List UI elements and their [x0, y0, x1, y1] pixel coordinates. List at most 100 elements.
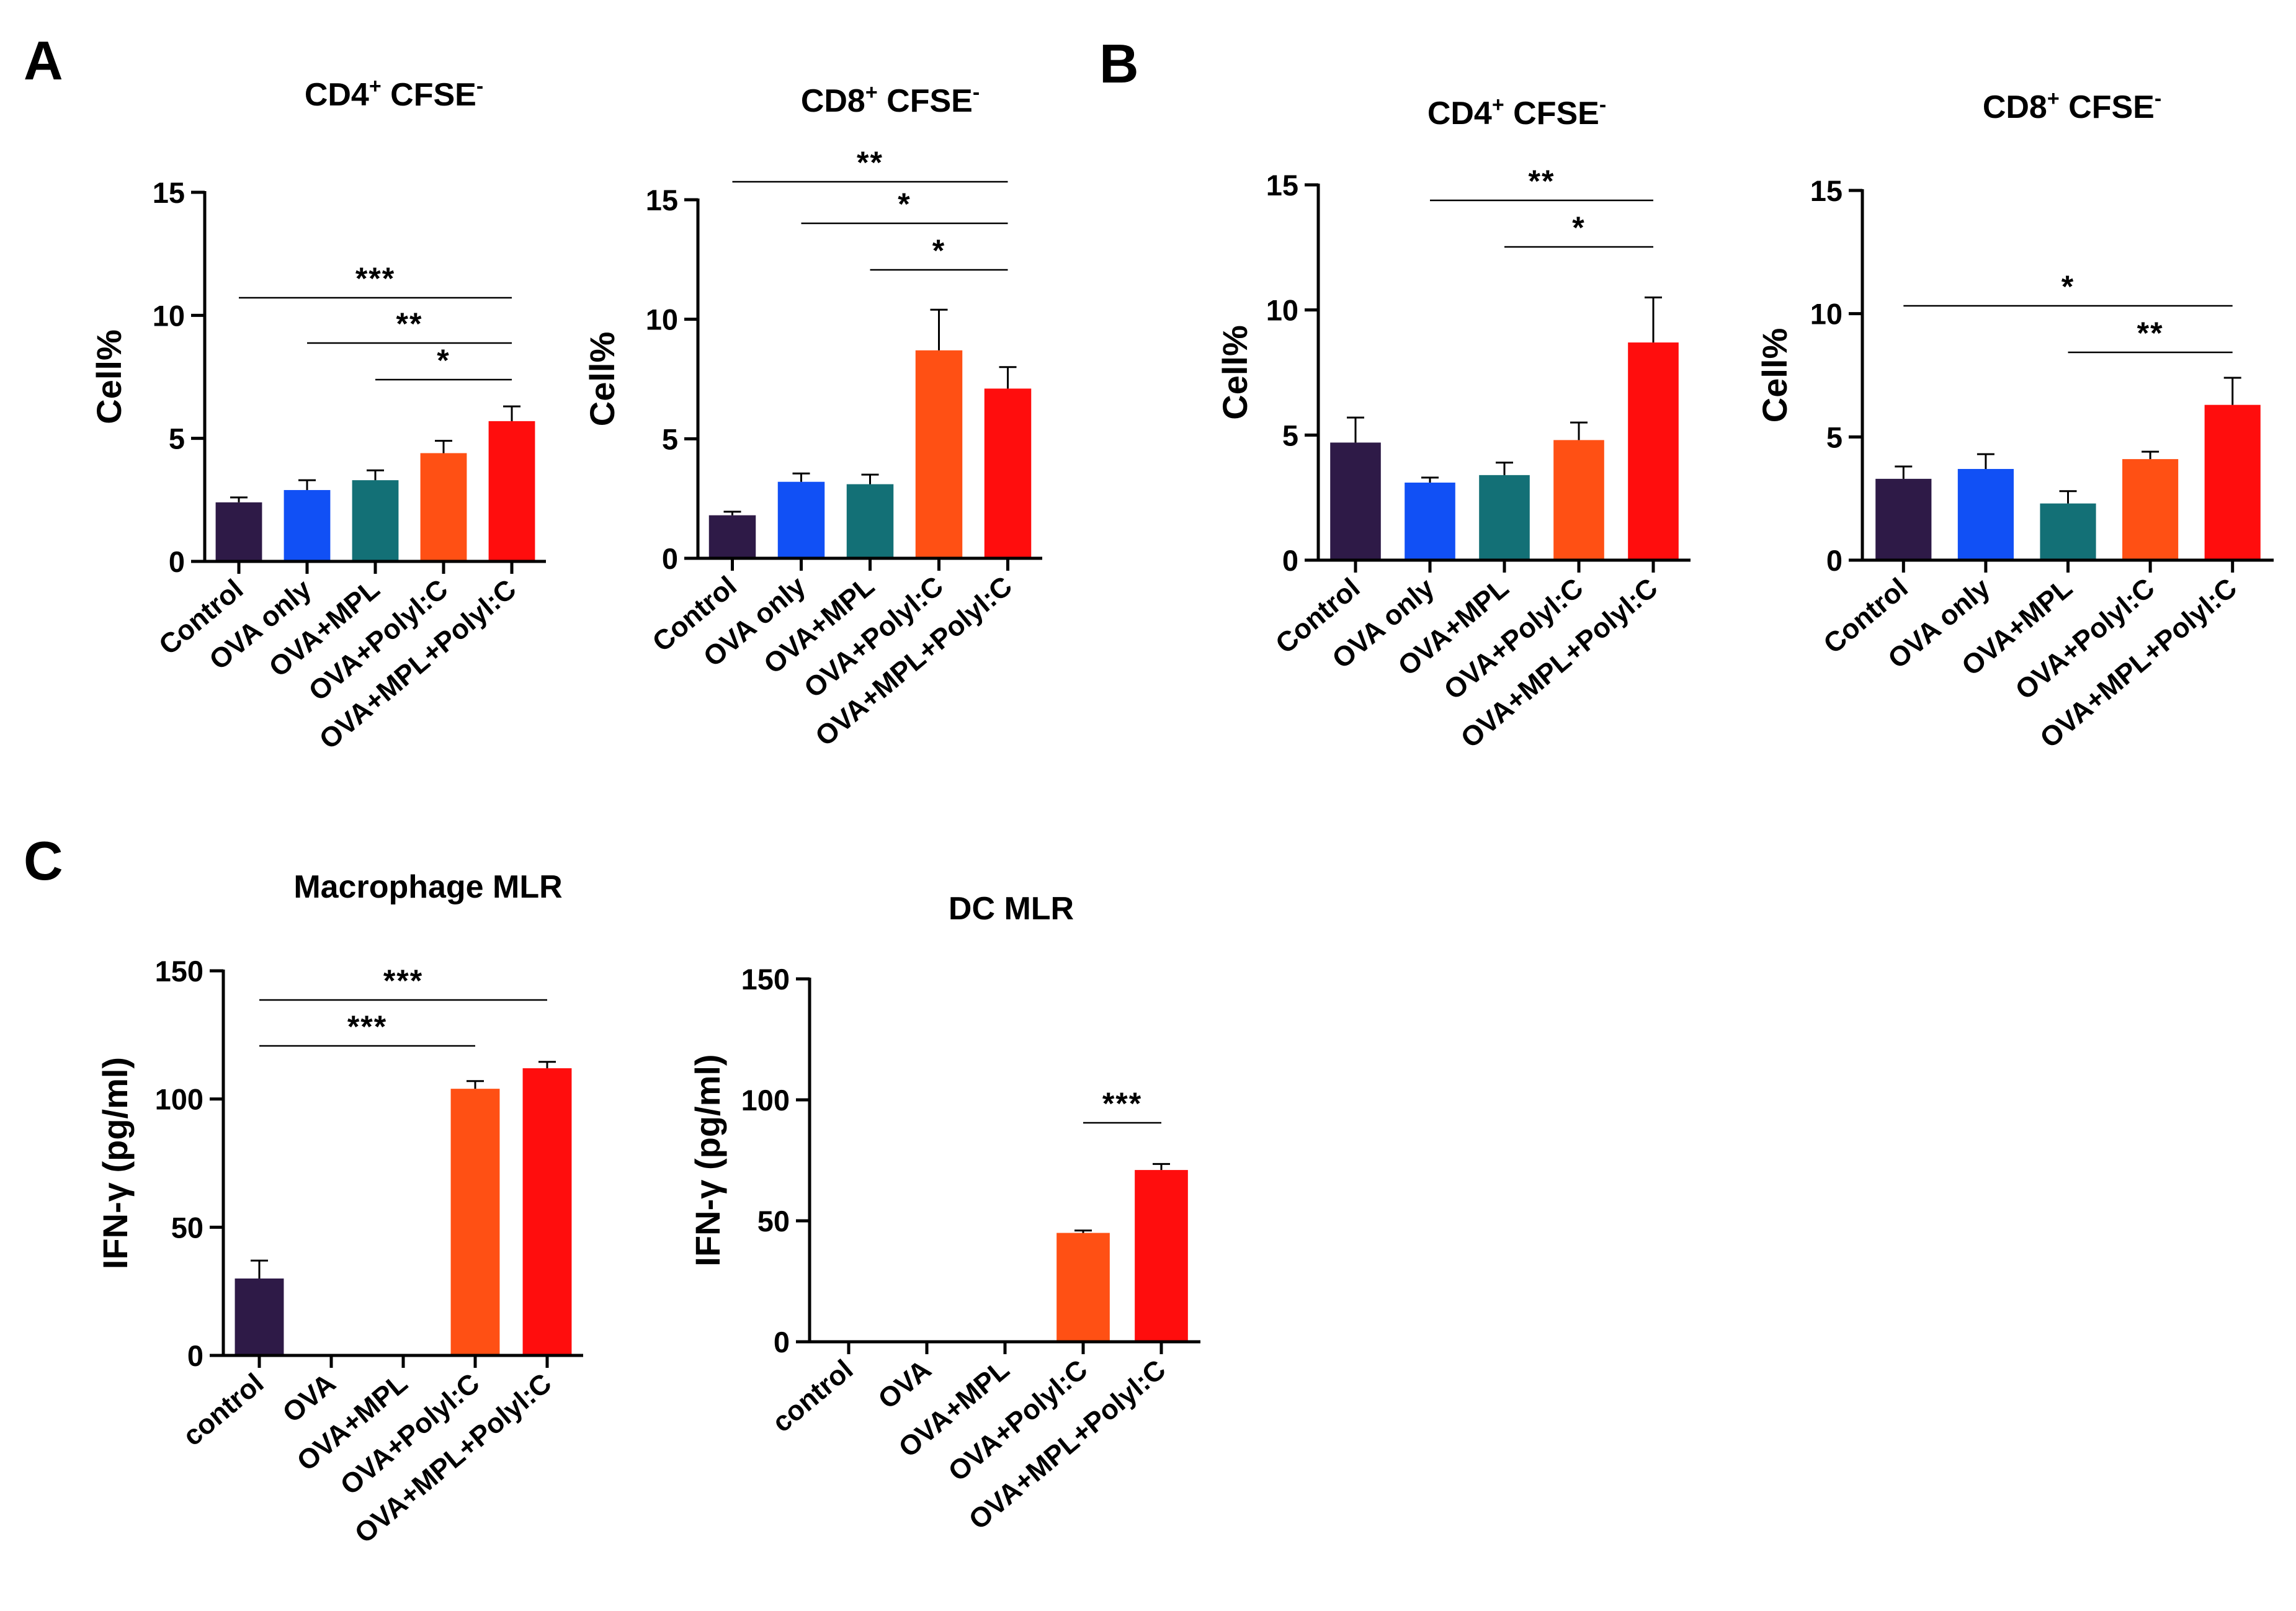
chart-title-sup: - [2155, 87, 2161, 110]
chart-title-mid: CFSE [2060, 89, 2155, 125]
bar [488, 421, 535, 561]
significance-label: ** [396, 306, 423, 341]
bar [1405, 482, 1455, 560]
y-tick-label: 0 [169, 545, 185, 578]
bar [1135, 1170, 1188, 1342]
y-tick-label: 0 [662, 542, 678, 575]
y-tick-label: 50 [171, 1211, 203, 1244]
bar [522, 1068, 572, 1355]
significance-label: ** [857, 145, 883, 180]
significance-label: *** [347, 1009, 387, 1044]
bar [2040, 503, 2096, 560]
y-tick-label: 0 [1282, 544, 1298, 577]
y-tick-label: 5 [1826, 421, 1843, 453]
chart-title-mid: CFSE [1504, 96, 1599, 132]
chart-title-main: CD8 [801, 83, 865, 119]
category-label: control [177, 1367, 270, 1452]
chart-title: CD4+ CFSE- [1427, 93, 1606, 132]
bar [284, 489, 331, 561]
bar [2204, 404, 2261, 560]
chart-title-sup: + [865, 81, 878, 104]
chart-title-main: CD4 [305, 77, 369, 113]
bar [215, 502, 262, 561]
y-tick-label: 150 [155, 955, 203, 988]
bar [420, 453, 467, 561]
significance-label: * [437, 343, 450, 378]
bar [1553, 440, 1604, 560]
y-axis-label: IFN-γ (pg/ml) [96, 1057, 135, 1269]
y-tick-label: 100 [155, 1083, 203, 1116]
chart-title-sup: - [973, 81, 980, 104]
y-tick-label: 15 [1266, 169, 1298, 202]
category-label: OVA [872, 1354, 937, 1416]
bar [2122, 459, 2179, 560]
bar [777, 481, 825, 558]
panel-letter-b: B [1099, 33, 1139, 94]
bar [1479, 475, 1530, 560]
chart-title-sup: + [1492, 93, 1504, 117]
chart-title-sup: + [369, 74, 382, 98]
y-tick-label: 0 [1826, 544, 1843, 577]
y-tick-label: 150 [741, 963, 790, 996]
bar [984, 388, 1032, 558]
y-axis-label: IFN-γ (pg/ml) [688, 1054, 727, 1266]
y-axis-label: Cell% [89, 329, 128, 424]
chart-title-mid: CFSE [878, 83, 973, 119]
chart-title: DC MLR [949, 891, 1074, 927]
significance-label: *** [355, 261, 395, 296]
chart-5: Macrophage MLR IFN-γ (pg/ml) 0 50 100 150 cont… [96, 869, 583, 1550]
y-tick-label: 5 [1282, 419, 1298, 452]
y-tick-label: 10 [1810, 298, 1843, 331]
significance-label: * [898, 187, 911, 221]
y-tick-label: 10 [646, 303, 678, 336]
significance-label: ** [2137, 316, 2164, 350]
y-tick-label: 100 [741, 1084, 790, 1117]
chart-title: CD8+ CFSE- [1983, 87, 2161, 125]
chart-title-main: CD4 [1427, 96, 1492, 132]
bar [235, 1279, 284, 1355]
bar [1056, 1233, 1110, 1342]
y-tick-label: 5 [169, 422, 185, 455]
bar [708, 515, 756, 558]
significance-label: * [1572, 210, 1585, 245]
category-label: OVA+Polyl:C [2009, 572, 2161, 706]
chart-title: CD8+ CFSE- [801, 81, 980, 119]
chart-title-sup: - [1599, 93, 1606, 117]
y-tick-label: 5 [662, 422, 678, 455]
chart-title-mid: CFSE [382, 77, 476, 113]
y-axis-label: Cell% [583, 332, 622, 427]
chart-title: Macrophage MLR [293, 869, 562, 905]
significance-label: *** [1102, 1086, 1142, 1121]
y-tick-label: 15 [153, 176, 185, 209]
bar [450, 1089, 500, 1355]
bar [1330, 442, 1381, 560]
chart-title-sup: - [476, 74, 483, 98]
category-label: control [766, 1354, 859, 1439]
significance-label: * [2061, 269, 2075, 304]
bar [846, 484, 894, 558]
panel-letter-c: C [24, 830, 63, 891]
y-tick-label: 10 [1266, 294, 1298, 327]
chart-title-sup: + [2047, 87, 2060, 110]
y-axis-label: Cell% [1755, 328, 1794, 423]
panel-letter-a: A [24, 30, 63, 91]
chart-title: CD4+ CFSE- [305, 74, 483, 113]
y-tick-label: 0 [774, 1326, 790, 1359]
significance-label: ** [1529, 164, 1555, 199]
bar [1628, 342, 1679, 560]
significance-label: * [932, 233, 945, 268]
y-tick-label: 10 [153, 299, 185, 332]
y-tick-label: 15 [1810, 174, 1843, 207]
y-tick-label: 0 [187, 1339, 203, 1372]
bar [352, 480, 399, 561]
bar [1875, 478, 1932, 560]
chart-title-main: CD8 [1983, 89, 2047, 125]
y-tick-label: 50 [757, 1205, 790, 1238]
